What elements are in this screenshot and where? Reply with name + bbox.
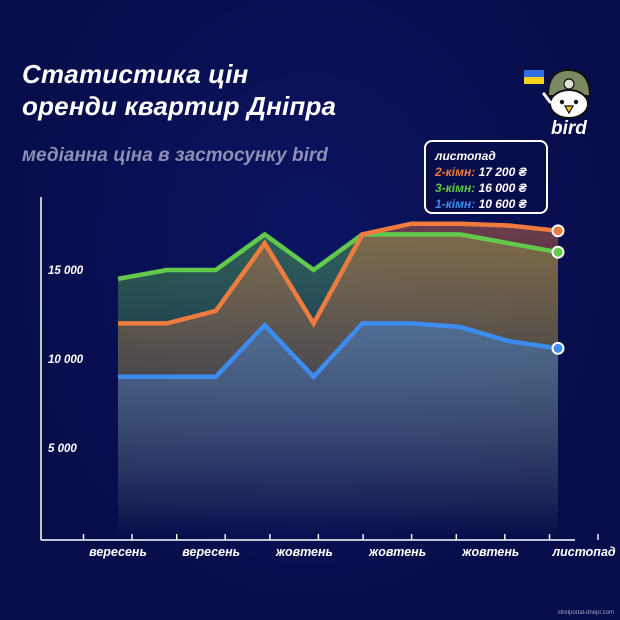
legend-item: 1-кімн: 10 600 ₴ xyxy=(435,196,546,212)
legend-label: 3-кімн: xyxy=(435,181,476,195)
legend-title: листопад xyxy=(435,149,496,163)
y-tick-label: 5 000 xyxy=(48,443,77,455)
series-area-1-кімн xyxy=(118,323,558,537)
y-tick-label: 10 000 xyxy=(48,354,84,366)
x-tick-label: жовтень xyxy=(275,545,333,559)
x-tick-label: жовтень xyxy=(368,545,426,559)
source-credit: strelportal-dnepr.com xyxy=(557,610,614,616)
legend-value: 16 000 ₴ xyxy=(478,181,527,195)
legend-label: 1-кімн: xyxy=(435,197,476,211)
legend-item: 2-кімн: 17 200 ₴ xyxy=(435,164,546,180)
series-line-1-кімн xyxy=(118,321,559,381)
subtitle: медіанна ціна в застосунку bird xyxy=(22,145,328,166)
legend-label: 2-кімн: xyxy=(435,165,476,179)
series-line-2-кімн xyxy=(118,221,559,328)
legend-value: 10 600 ₴ xyxy=(478,197,527,211)
title-line-1: Статистика цін xyxy=(22,59,249,89)
logo-text: bird xyxy=(551,118,587,139)
x-tick-label: вересень xyxy=(89,545,147,559)
data-point-2-кімн xyxy=(551,224,565,238)
series-line-3-кімн xyxy=(117,231,559,282)
legend-item: 3-кімн: 16 000 ₴ xyxy=(435,180,546,196)
legend-value: 17 200 ₴ xyxy=(478,165,527,179)
title-line-2: оренди квартир Дніпра xyxy=(22,91,337,121)
legend: листопад 2-кімн: 17 200 ₴ 3-кімн: 16 000… xyxy=(424,140,548,214)
data-point-3-кімн xyxy=(551,245,565,259)
x-tick-label: листопад xyxy=(551,545,616,559)
data-point-1-кімн xyxy=(551,341,565,355)
x-tick-label: вересень xyxy=(182,545,240,559)
x-tick-label: жовтень xyxy=(461,545,519,559)
bird-logo-icon xyxy=(524,68,592,119)
y-tick-label: 15 000 xyxy=(48,265,84,277)
page-title: Статистика цін оренди квартир Дніпра xyxy=(22,58,336,122)
